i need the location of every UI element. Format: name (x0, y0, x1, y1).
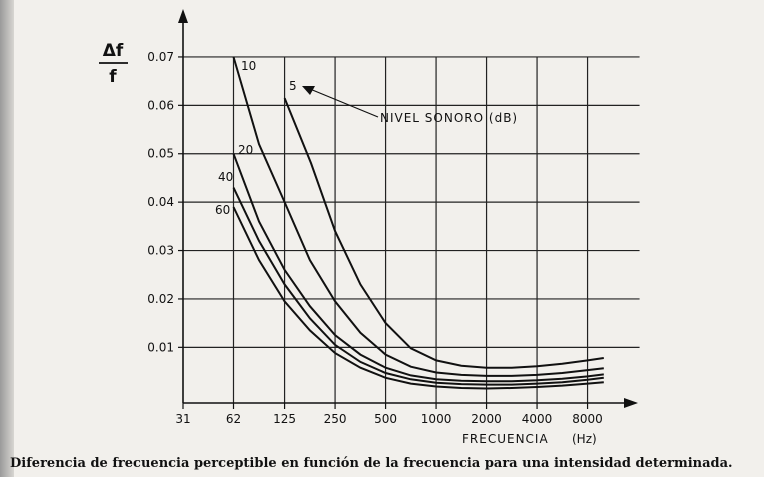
x-axis-label: FRECUENCIA (462, 432, 549, 446)
x-tick-label: 62 (226, 412, 241, 426)
x-tick-label: 125 (273, 412, 296, 426)
y-axis-arrow (178, 9, 188, 23)
annotation-nivel-sonoro: NIVEL SONORO (dB) (380, 111, 518, 125)
series-label-10db: 10 (241, 59, 256, 73)
y-tick-label: 0.02 (147, 292, 174, 306)
x-tick-label: 4000 (522, 412, 553, 426)
curve-10db (232, 56, 604, 377)
y-axis-label-numerator: Δf (103, 41, 124, 61)
curve-5db (283, 97, 604, 369)
chart-axes (178, 9, 638, 408)
y-tick-label: 0.05 (147, 147, 174, 161)
page-binding-shadow (0, 0, 14, 477)
y-tick-label: 0.04 (147, 195, 174, 209)
x-tick-label: 1000 (421, 412, 452, 426)
curve-20db (232, 153, 604, 383)
x-tick-label: 2000 (471, 412, 502, 426)
series-label-40db: 40 (218, 170, 233, 184)
x-tick-label: 250 (324, 412, 347, 426)
x-axis-unit: (Hz) (572, 432, 597, 446)
x-tick-label: 500 (374, 412, 397, 426)
y-tick-label: 0.06 (147, 98, 174, 112)
series-label-60db: 60 (215, 203, 230, 217)
x-tick-label: 31 (175, 412, 190, 426)
series-label-20db: 20 (238, 143, 253, 157)
chart-grid (183, 56, 640, 403)
annotation-arrowhead (302, 86, 315, 95)
y-tick-label: 0.01 (147, 340, 174, 354)
y-tick-label: 0.03 (147, 244, 174, 258)
series-label-5db: 5 (289, 79, 297, 93)
x-axis-arrow (624, 398, 638, 408)
y-axis-label-denominator: f (109, 67, 117, 87)
annotation-leader (309, 88, 379, 118)
chart-curves (232, 56, 604, 390)
figure-caption: Diferencia de frecuencia perceptible en … (10, 456, 733, 471)
x-tick-label: 8000 (572, 412, 603, 426)
chart-ticks: 31 62 125 250 500 1000 2000 4000 8000 0.01 0.02 0.0… (147, 50, 603, 426)
curve-60db (232, 206, 604, 390)
y-tick-label: 0.07 (147, 50, 174, 64)
curve-40db (232, 187, 604, 386)
chart-labels: 5 10 20 40 60 NIVEL SONORO (dB) Δf f FRECUENCIA (… (99, 41, 597, 446)
